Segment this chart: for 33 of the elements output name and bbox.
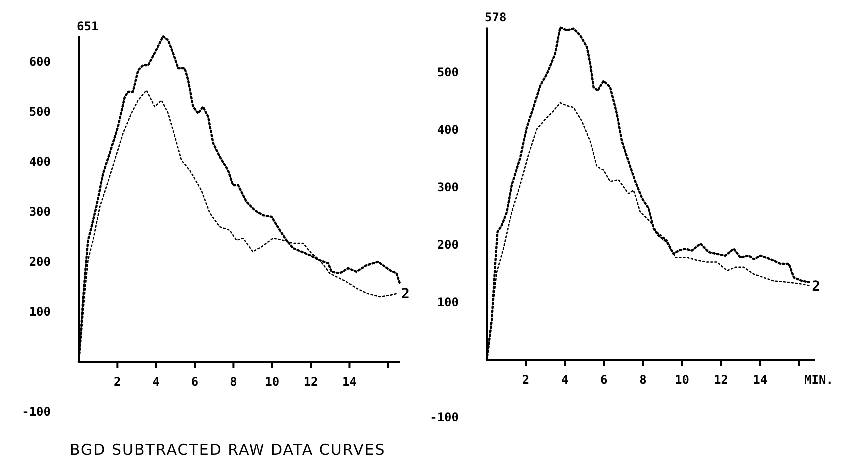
- x-tick-label: 2: [522, 373, 530, 388]
- y-tick-label: 600: [29, 55, 51, 69]
- x-tick-label: 10: [675, 373, 690, 388]
- x-tick-label: 6: [600, 373, 608, 388]
- series-label: 2: [812, 278, 821, 295]
- x-tick-label: 12: [304, 375, 318, 389]
- y-tick-label: -100: [430, 410, 459, 424]
- y-tick-label: 200: [29, 255, 51, 269]
- x-tick-label: 12: [714, 373, 729, 388]
- x-tick-label: 4: [152, 375, 160, 389]
- x-tick-label: 10: [265, 375, 280, 389]
- y-tick-label: 100: [29, 305, 51, 319]
- y-tick-label: -100: [22, 405, 51, 419]
- text: 651: [77, 20, 99, 34]
- y-tick-label: 200: [437, 238, 459, 252]
- series-label: 2: [401, 286, 410, 302]
- text: BGD SUBTRACTED RAW DATA CURVES: [70, 441, 386, 459]
- x-tick-label: 6: [191, 375, 199, 389]
- x-tick-label: 14: [753, 373, 768, 388]
- text: 578: [485, 10, 507, 25]
- x-tick-label: 4: [561, 373, 569, 388]
- y-tick-label: 400: [437, 123, 459, 138]
- x-tick-label: 2: [114, 375, 122, 389]
- y-tick-label: 300: [29, 205, 51, 219]
- x-tick-label: 14: [342, 375, 357, 389]
- x-axis-title: MIN.: [804, 373, 834, 388]
- y-tick-label: 100: [437, 296, 459, 310]
- x-tick-label: 8: [230, 375, 238, 389]
- x-tick-label: 8: [640, 373, 647, 388]
- y-tick-label: 500: [437, 66, 459, 80]
- y-tick-label: 500: [29, 105, 51, 119]
- y-tick-label: 300: [437, 180, 459, 195]
- y-tick-label: 400: [29, 155, 51, 169]
